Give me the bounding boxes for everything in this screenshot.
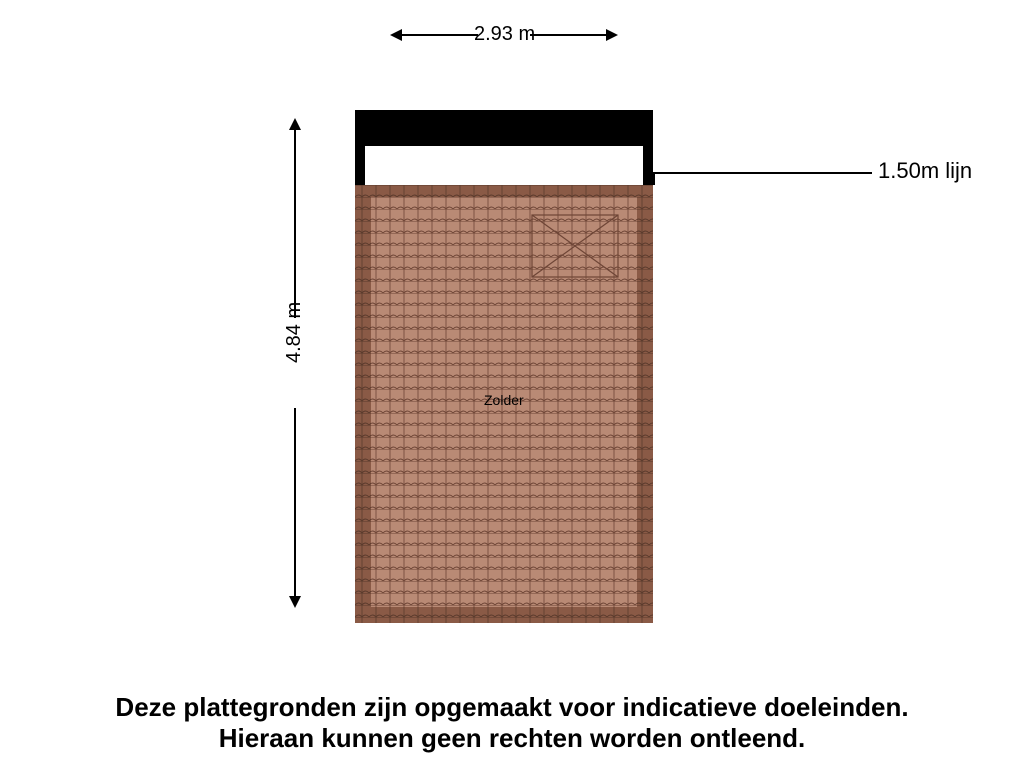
roof-border-top [355,185,653,197]
dim-left-label: 4.84 m [283,302,306,363]
wall-top [355,110,653,146]
disclaimer-line2: Hieraan kunnen geen rechten worden ontle… [0,723,1024,754]
annotation-leader-vert [653,172,655,185]
dim-left-line-bottom [294,408,296,598]
dim-top-label: 2.93 m [474,23,535,46]
roof-border-right [637,185,653,623]
roof-border-bottom [355,607,653,623]
dim-left-arrow-down [289,596,301,608]
annotation-label: 1.50m lijn [878,158,972,184]
disclaimer: Deze plattegronden zijn opgemaakt voor i… [0,692,1024,754]
dim-top-line-left [400,34,478,36]
annotation-leader-horiz [653,172,872,174]
disclaimer-line1: Deze plattegronden zijn opgemaakt voor i… [0,692,1024,723]
roof-border-left [355,185,371,623]
canvas: 2.93 m 4.84 m 1.50m lijn Zolder Deze pla… [0,0,1024,768]
dim-left-arrow-up [289,118,301,130]
dim-top-arrow-left [390,29,402,41]
floorplan-svg [0,0,1024,768]
dim-left-line-top [294,128,296,318]
dim-top-line-right [530,34,608,36]
room-label: Zolder [484,392,524,408]
dim-top-arrow-right [606,29,618,41]
